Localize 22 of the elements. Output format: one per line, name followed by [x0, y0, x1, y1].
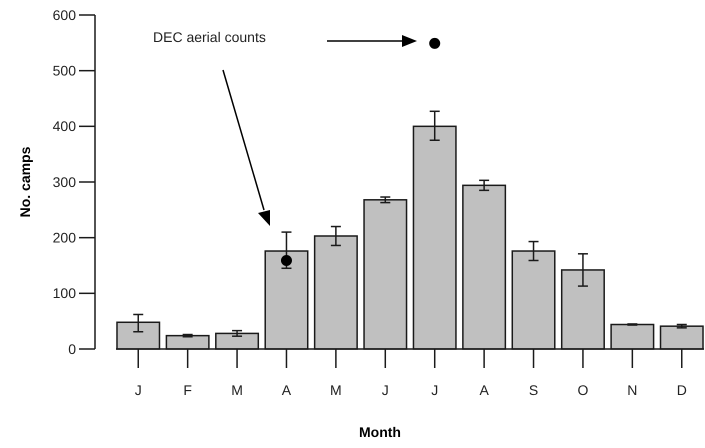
- x-tick-label: F: [183, 382, 192, 398]
- x-tick-label: J: [134, 382, 142, 398]
- x-tick-label: N: [627, 382, 638, 398]
- y-tick-label: 600: [52, 6, 76, 23]
- y-tick-label: 100: [52, 285, 76, 302]
- x-tick-label: A: [479, 382, 490, 398]
- y-axis-title: No. camps: [17, 146, 33, 218]
- x-tick-label: D: [676, 382, 687, 398]
- x-axis-title: Month: [359, 424, 401, 440]
- annotation: DEC aerial counts: [153, 29, 266, 45]
- y-tick-label: 500: [52, 62, 76, 79]
- y-tick-label: 300: [52, 174, 76, 190]
- x-tick-label: A: [282, 382, 292, 398]
- x-tick-label: O: [577, 382, 588, 398]
- y-tick-label: 200: [52, 230, 76, 246]
- x-tick-label: M: [330, 382, 342, 398]
- x-tick-label: M: [231, 382, 243, 398]
- x-tick-label: J: [431, 382, 438, 398]
- y-tick-label: 0: [68, 340, 76, 357]
- x-tick-label: S: [528, 382, 538, 398]
- y-tick-label: 400: [52, 118, 76, 134]
- x-tick-label: J: [382, 382, 389, 398]
